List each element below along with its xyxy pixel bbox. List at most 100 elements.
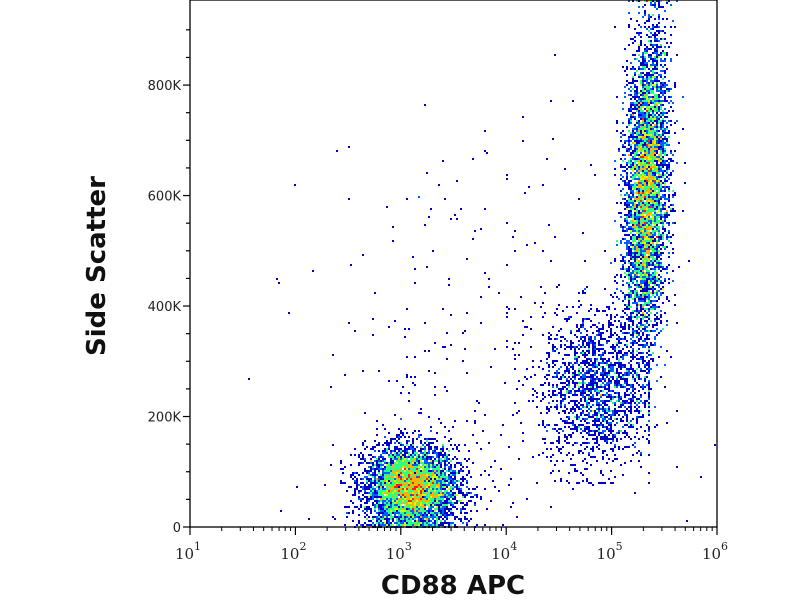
density-bin bbox=[664, 188, 666, 190]
density-bin bbox=[656, 68, 658, 70]
density-bin bbox=[646, 46, 648, 48]
density-bin bbox=[636, 172, 638, 174]
density-bin bbox=[588, 390, 590, 392]
density-bin bbox=[668, 166, 670, 168]
density-bin bbox=[634, 294, 636, 296]
density-bin bbox=[378, 470, 380, 472]
density-bin bbox=[512, 348, 514, 350]
density-bin bbox=[620, 190, 622, 192]
density-bin bbox=[634, 178, 636, 180]
density-bin bbox=[672, 20, 674, 22]
density-bin bbox=[656, 180, 658, 182]
density-bin bbox=[616, 342, 618, 344]
density-bin bbox=[632, 374, 634, 376]
density-bin bbox=[652, 264, 654, 266]
density-bin bbox=[412, 382, 414, 384]
density-bin bbox=[654, 184, 656, 186]
density-bin bbox=[662, 204, 664, 206]
density-bin bbox=[628, 372, 630, 374]
density-bin bbox=[648, 126, 650, 128]
density-bin bbox=[436, 456, 438, 458]
density-bin bbox=[482, 430, 484, 432]
density-bin bbox=[452, 474, 454, 476]
density-bin bbox=[564, 394, 566, 396]
density-bin bbox=[570, 428, 572, 430]
density-bin bbox=[636, 250, 638, 252]
density-bin bbox=[434, 448, 436, 450]
density-bin bbox=[634, 116, 636, 118]
density-bin bbox=[662, 208, 664, 210]
density-bin bbox=[616, 244, 618, 246]
density-bin bbox=[616, 418, 618, 420]
density-bin bbox=[606, 392, 608, 394]
density-bin bbox=[468, 450, 470, 452]
density-bin bbox=[628, 316, 630, 318]
density-bin bbox=[630, 188, 632, 190]
density-bin bbox=[624, 218, 626, 220]
density-bin bbox=[620, 324, 622, 326]
density-bin bbox=[552, 390, 554, 392]
density-bin bbox=[636, 148, 638, 150]
density-bin bbox=[588, 370, 590, 372]
density-bin bbox=[472, 238, 474, 240]
density-bin bbox=[592, 404, 594, 406]
density-bin bbox=[554, 346, 556, 348]
density-bin bbox=[660, 234, 662, 236]
density-bin bbox=[524, 376, 526, 378]
density-bin bbox=[640, 118, 642, 120]
density-bin bbox=[630, 38, 632, 40]
density-bin bbox=[568, 362, 570, 364]
density-bin bbox=[546, 374, 548, 376]
density-bin bbox=[570, 316, 572, 318]
density-bin bbox=[636, 312, 638, 314]
density-bin bbox=[642, 436, 644, 438]
density-bin bbox=[444, 460, 446, 462]
density-bin bbox=[618, 396, 620, 398]
density-bin bbox=[636, 184, 638, 186]
density-bin bbox=[628, 210, 630, 212]
density-bin bbox=[412, 432, 414, 434]
density-bin bbox=[624, 324, 626, 326]
density-bin bbox=[648, 300, 650, 302]
density-bin bbox=[658, 284, 660, 286]
density-bin bbox=[664, 182, 666, 184]
density-bin bbox=[638, 122, 640, 124]
density-bin bbox=[664, 196, 666, 198]
density-bin bbox=[642, 216, 644, 218]
density-bin bbox=[634, 94, 636, 96]
density-bin bbox=[490, 466, 492, 468]
density-bin bbox=[660, 106, 662, 108]
density-bin bbox=[414, 478, 416, 480]
density-bin bbox=[376, 420, 378, 422]
density-bin bbox=[554, 424, 556, 426]
density-bin bbox=[588, 452, 590, 454]
density-bin bbox=[668, 102, 670, 104]
density-bin bbox=[628, 142, 630, 144]
density-bin bbox=[640, 242, 642, 244]
density-bin bbox=[652, 140, 654, 142]
density-bin bbox=[672, 270, 674, 272]
density-bin bbox=[548, 342, 550, 344]
density-bin bbox=[648, 282, 650, 284]
density-bin bbox=[656, 188, 658, 190]
density-bin bbox=[642, 332, 644, 334]
density-bin bbox=[422, 476, 424, 478]
density-bin bbox=[642, 246, 644, 248]
density-bin bbox=[640, 300, 642, 302]
density-bin bbox=[570, 390, 572, 392]
density-bin bbox=[638, 264, 640, 266]
density-bin bbox=[652, 144, 654, 146]
density-bin bbox=[668, 88, 670, 90]
density-bin bbox=[398, 470, 400, 472]
density-bin bbox=[668, 198, 670, 200]
density-bin bbox=[594, 358, 596, 360]
density-bin bbox=[622, 268, 624, 270]
density-bin bbox=[634, 246, 636, 248]
density-bin bbox=[590, 390, 592, 392]
density-bin bbox=[656, 202, 658, 204]
density-bin bbox=[658, 130, 660, 132]
density-bin bbox=[446, 448, 448, 450]
density-bin bbox=[622, 292, 624, 294]
density-bin bbox=[402, 458, 404, 460]
density-bin bbox=[662, 216, 664, 218]
